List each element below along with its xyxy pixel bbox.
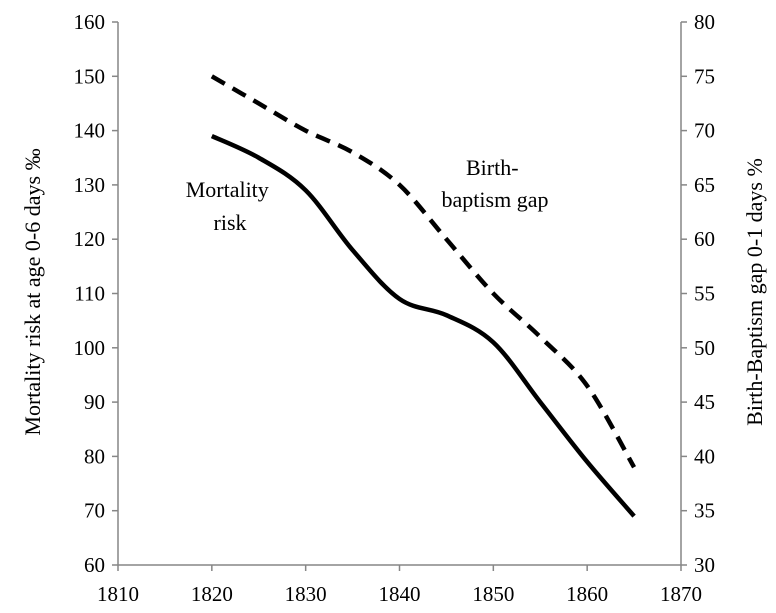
x-tick-label: 1820 (191, 582, 233, 606)
axes (112, 21, 687, 571)
x-tick-label: 1860 (566, 582, 608, 606)
x-tick-label: 1840 (379, 582, 421, 606)
y-left-tick-label: 110 (74, 282, 105, 306)
y-right-tick-label: 30 (694, 553, 715, 577)
mortality-annotation-line1: Mortality (186, 177, 269, 202)
mortality-risk-annotation: Mortality risk (186, 177, 275, 235)
y-left-tick-label: 130 (74, 173, 106, 197)
y-right-tick-label: 45 (694, 390, 715, 414)
y-axis-left-title: Mortality risk at age 0-6 days ‰ (20, 148, 45, 435)
gap-annotation-line1: Birth- (466, 155, 519, 180)
y-left-tick-label: 140 (74, 119, 106, 143)
y-left-tick-label: 90 (84, 390, 105, 414)
y-right-tick-label: 65 (694, 173, 715, 197)
y-left-tick-label: 150 (74, 64, 106, 88)
y-right-tick-label: 50 (694, 336, 715, 360)
x-tick-label: 1830 (285, 582, 327, 606)
y-left-tick-label: 70 (84, 499, 105, 523)
tick-labels: 1810 1820 1830 1840 1850 1860 1870 60 70 80 90 100 1… (74, 10, 716, 606)
y-left-tick-label: 120 (74, 227, 106, 251)
y-left-tick-label: 80 (84, 444, 105, 468)
y-right-tick-label: 55 (694, 282, 715, 306)
y-right-tick-label: 40 (694, 444, 715, 468)
y-right-tick-label: 60 (694, 227, 715, 251)
x-tick-label: 1850 (472, 582, 514, 606)
y-left-tick-label: 160 (74, 10, 106, 34)
y-axis-right-title: Birth-Baptism gap 0-1 days % (742, 158, 767, 426)
y-left-tick-label: 60 (84, 553, 105, 577)
gap-annotation-line2: baptism gap (442, 187, 549, 212)
mortality-risk-line (210, 133, 636, 518)
birth-baptism-gap-line (210, 74, 637, 469)
birth-baptism-gap-annotation: Birth- baptism gap (442, 155, 549, 212)
y-right-tick-label: 80 (694, 10, 715, 34)
y-left-tick-label: 100 (74, 336, 106, 360)
x-tick-label: 1810 (97, 582, 139, 606)
y-right-tick-label: 75 (694, 64, 715, 88)
series-group (210, 74, 637, 518)
y-right-tick-label: 35 (694, 499, 715, 523)
x-tick-label: 1870 (660, 582, 702, 606)
mortality-annotation-line2: risk (214, 210, 247, 235)
y-right-tick-label: 70 (694, 119, 715, 143)
